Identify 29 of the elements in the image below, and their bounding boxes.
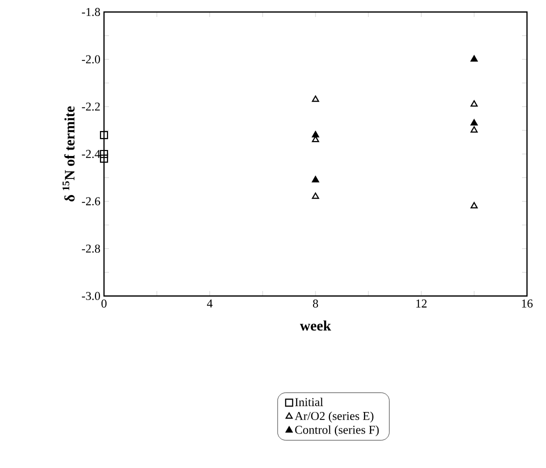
y-tick-label: -2.0 bbox=[82, 55, 100, 64]
y-tick-label: -2.4 bbox=[82, 150, 100, 158]
point bbox=[100, 154, 108, 163]
y-tick-label: -3.0 bbox=[82, 292, 100, 300]
point bbox=[312, 176, 320, 182]
point bbox=[470, 126, 478, 133]
x-tick-label: 4 bbox=[206, 300, 213, 308]
y-axis-title: δ $^{15}$N of termite bbox=[62, 106, 75, 202]
point bbox=[312, 96, 320, 102]
point bbox=[312, 131, 320, 138]
point bbox=[470, 202, 478, 208]
x-tick-label: 0 bbox=[101, 300, 107, 308]
y-tick-label: -1.8 bbox=[82, 8, 100, 16]
x-axis-title: week bbox=[300, 320, 332, 331]
legend-label: Ar/O2 (series E) bbox=[294, 412, 374, 422]
point bbox=[470, 100, 478, 107]
x-tick-label: 12 bbox=[416, 300, 427, 308]
y-tick-label: -2.2 bbox=[82, 102, 100, 111]
legend-label: Control (series F) bbox=[295, 425, 379, 436]
x-tick-label: 16 bbox=[522, 300, 533, 308]
point bbox=[100, 150, 108, 158]
x-tick-label: 8 bbox=[312, 300, 318, 308]
point bbox=[470, 119, 478, 126]
point bbox=[470, 55, 478, 62]
y-tick-label: -2.8 bbox=[82, 244, 100, 253]
legend-label: Initial bbox=[295, 398, 324, 406]
point bbox=[100, 131, 108, 140]
point bbox=[312, 192, 320, 199]
y-tick-label: -2.6 bbox=[82, 197, 100, 206]
